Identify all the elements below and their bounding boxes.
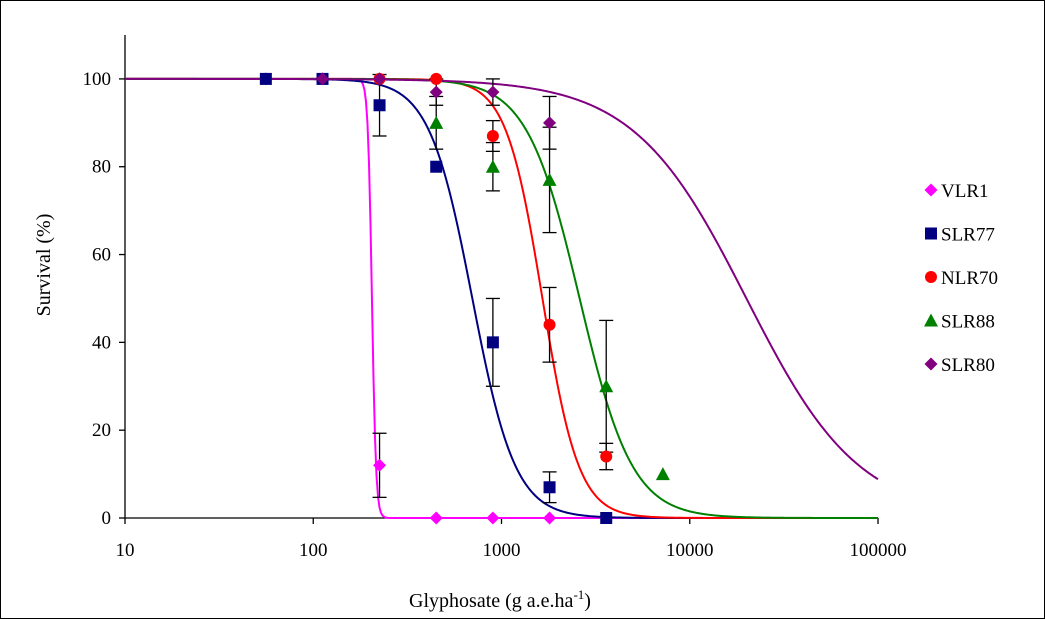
data-point-slr88 [542, 172, 557, 186]
data-point-slr77 [486, 336, 499, 349]
y-tick-label: 40 [92, 332, 111, 353]
data-point-vlr1 [373, 458, 387, 472]
y-tick-label: 80 [92, 157, 111, 178]
data-point-slr88 [599, 379, 614, 393]
data-point-vlr1 [543, 511, 557, 525]
legend-marker [925, 227, 937, 240]
y-tick-label: 60 [92, 245, 111, 266]
data-point-vlr1 [429, 511, 443, 525]
data-point-slr80 [429, 85, 443, 99]
legend: VLR1 SLR77 NLR70 SLR88 SLR80 [924, 181, 998, 376]
data-point-slr77 [373, 99, 386, 112]
legend-item-vlr1: VLR1 [924, 181, 989, 202]
data-point-slr77 [600, 512, 613, 524]
x-tick-label: 100 [299, 540, 328, 561]
y-axis-title: Survival (%) [33, 214, 55, 317]
data-point-slr80 [486, 85, 500, 99]
data-points [259, 72, 670, 525]
data-point-slr88 [655, 467, 670, 481]
data-point-vlr1 [486, 511, 500, 525]
legend-marker [924, 357, 938, 371]
x-axis-title: Glyphosate (g a.e.ha-1) [409, 587, 591, 612]
fit-curve-nlr70 [125, 77, 878, 519]
x-tick-label: 100000 [850, 540, 907, 561]
y-tick-label: 20 [92, 420, 111, 441]
fit-curve-vlr1 [125, 77, 878, 519]
data-point-nlr70 [600, 450, 613, 463]
legend-item-slr80: SLR80 [924, 355, 995, 376]
fit-curve-slr88 [125, 77, 878, 519]
data-point-slr77 [543, 481, 556, 494]
x-axis-title-superscript: -1 [573, 587, 584, 602]
legend-label: NLR70 [941, 268, 998, 289]
y-tick-label: 0 [102, 508, 112, 529]
legend-label: SLR77 [941, 225, 995, 246]
data-point-slr88 [429, 115, 444, 129]
axes [119, 35, 879, 524]
data-point-nlr70 [430, 72, 443, 85]
fit-curve-slr77 [125, 77, 878, 519]
legend-label: SLR88 [941, 312, 995, 333]
x-axis-title-suffix: ) [584, 590, 591, 612]
data-point-slr80 [543, 116, 557, 130]
x-tick-label: 1000 [483, 540, 521, 561]
fit-curve-slr80 [125, 77, 879, 481]
legend-label: VLR1 [941, 181, 989, 202]
data-point-slr80 [316, 72, 330, 86]
legend-marker [924, 183, 938, 197]
data-point-slr80 [373, 72, 387, 86]
data-point-nlr70 [543, 318, 556, 331]
fit-curves [125, 77, 879, 519]
tick-labels: 0 20 40 60 80 100 10 100 1000 10000 100000 [83, 69, 907, 561]
y-tick-label: 100 [83, 69, 112, 90]
legend-label: SLR80 [941, 355, 995, 376]
x-tick-label: 10 [116, 540, 135, 561]
legend-marker [924, 313, 938, 327]
legend-marker [925, 271, 937, 283]
legend-item-slr77: SLR77 [925, 225, 995, 246]
data-point-slr88 [485, 159, 500, 173]
x-tick-label: 10000 [666, 540, 714, 561]
legend-item-nlr70: NLR70 [925, 268, 998, 289]
legend-item-slr88: SLR88 [924, 312, 995, 333]
data-point-slr77 [430, 160, 443, 173]
data-point-slr77 [259, 72, 272, 85]
x-axis-title-main: Glyphosate (g a.e.ha [409, 590, 574, 612]
data-point-nlr70 [486, 129, 499, 142]
